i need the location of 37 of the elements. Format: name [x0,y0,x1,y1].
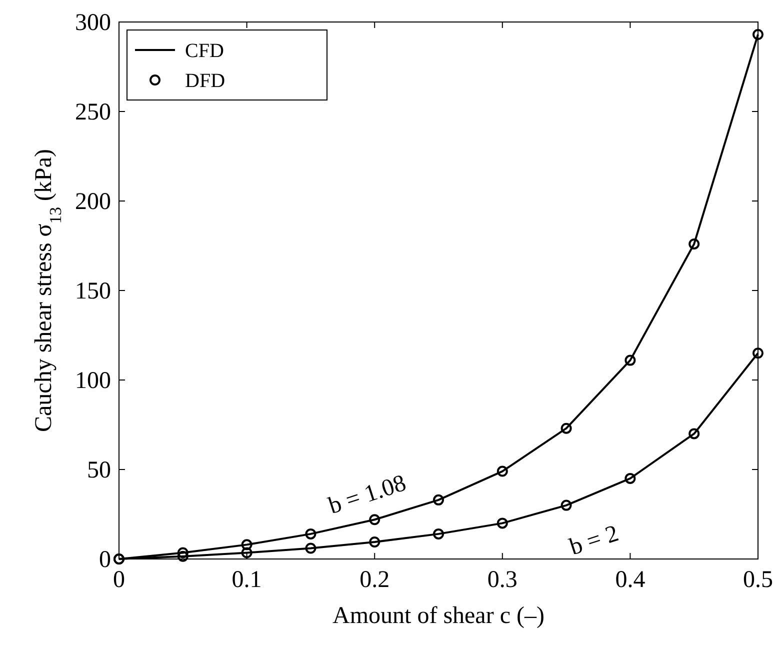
x-axis-title: Amount of shear c (–) [332,603,544,629]
point [624,472,636,484]
point [241,539,252,550]
point [305,528,316,540]
annotation: b = 1.08 [326,470,410,520]
point [688,428,700,440]
point [369,514,380,526]
annotation: b = 2 [566,520,622,561]
x-tick-label: 0.2 [360,567,390,593]
point [241,547,252,558]
point [305,542,316,554]
y-tick-label: 0 [99,547,111,573]
y-tick-label: 200 [75,189,111,215]
point [560,422,572,434]
x-tick-label: 0.3 [487,567,518,593]
point [433,528,444,540]
point [752,29,764,40]
y-tick-label: 250 [75,100,111,126]
point [496,466,508,477]
point [369,536,380,548]
point [177,550,188,562]
x-tick-label: 0.1 [232,567,262,593]
y-tick-label: 50 [87,458,111,484]
point [177,547,188,558]
point [433,494,444,506]
x-tick-label: 0.4 [615,567,646,593]
point [496,518,508,529]
y-tick-label: 150 [75,278,111,304]
legend-label: CFD [185,40,224,62]
point [688,238,700,250]
point [624,354,636,366]
legend-label: DFD [185,70,226,92]
point [752,348,764,359]
y-tick-label: 100 [75,368,111,394]
y-tick-label: 300 [75,10,111,36]
x-tick-label: 0.5 [743,567,773,593]
point [560,500,572,511]
